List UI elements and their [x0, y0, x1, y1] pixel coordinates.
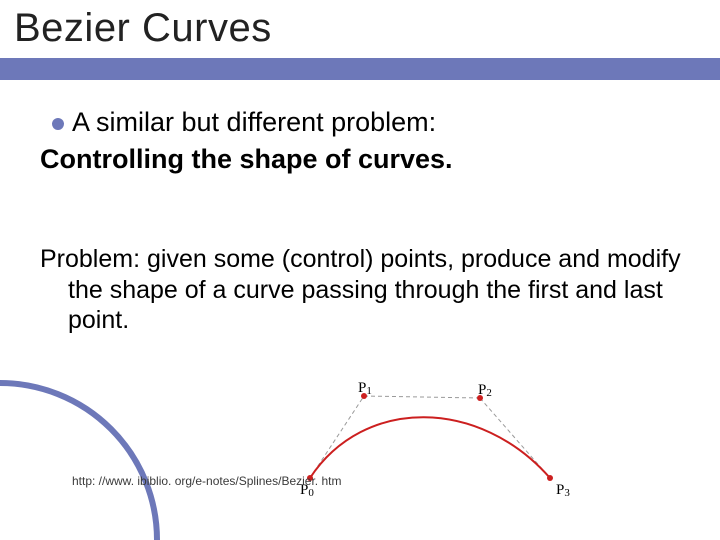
- slide-title: Bezier Curves: [14, 6, 272, 51]
- corner-arc-decoration: [0, 380, 160, 540]
- body-content: A similar but different problem: Control…: [52, 106, 686, 175]
- source-url: http: //www. ibiblio. org/e-notes/Spline…: [72, 474, 341, 488]
- point-label-p1: P1: [358, 380, 372, 397]
- bullet-line-1: A similar but different problem:: [52, 106, 686, 140]
- point-label-p3: P3: [556, 482, 570, 499]
- slide: Bezier Curves A similar but different pr…: [0, 0, 720, 540]
- point-label-p2: P2: [478, 382, 492, 399]
- problem-paragraph: Problem: given some (control) points, pr…: [40, 244, 684, 336]
- bullet-line-2: Controlling the shape of curves.: [40, 144, 686, 175]
- problem-text: Problem: given some (control) points, pr…: [40, 244, 684, 336]
- bezier-curve-figure: P0P1P2P3: [300, 378, 580, 496]
- title-accent-bar: [0, 58, 720, 80]
- bullet-text-1: A similar but different problem:: [72, 107, 436, 137]
- bezier-svg: [300, 378, 580, 496]
- bullet-dot-icon: [52, 118, 64, 130]
